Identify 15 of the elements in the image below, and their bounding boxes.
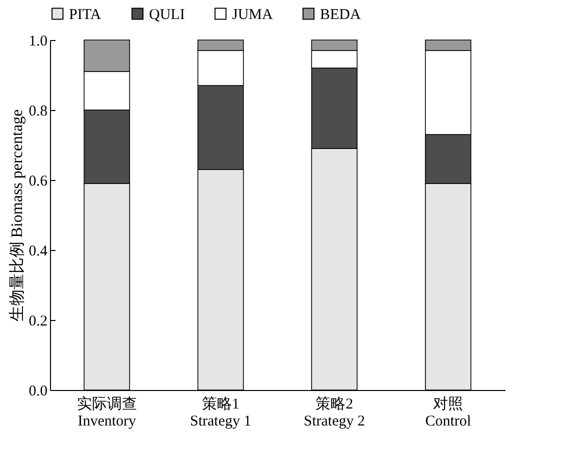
legend-label: QULI: [149, 6, 185, 23]
legend-label: JUMA: [232, 6, 274, 23]
y-tick-label: 1.0: [28, 34, 48, 50]
x-tick-label: 策略1 Strategy 1: [190, 396, 252, 430]
legend-label: PITA: [69, 6, 102, 23]
x-tick-label: 策略2 Strategy 2: [304, 396, 365, 430]
y-axis-title: 生物量比例 Biomass percentage: [8, 109, 26, 322]
y-tick-label: 0.4: [28, 244, 48, 260]
y-tick-label: 0.2: [28, 314, 48, 330]
x-tick-label: 对照 Control: [425, 396, 472, 430]
y-tick-label: 0.6: [28, 174, 48, 190]
x-tick-label: 实际调查 Inventory: [76, 396, 137, 430]
y-tick-label: 0.8: [28, 104, 48, 120]
y-tick-label: 0.0: [28, 384, 48, 400]
legend-label: BEDA: [320, 6, 361, 23]
